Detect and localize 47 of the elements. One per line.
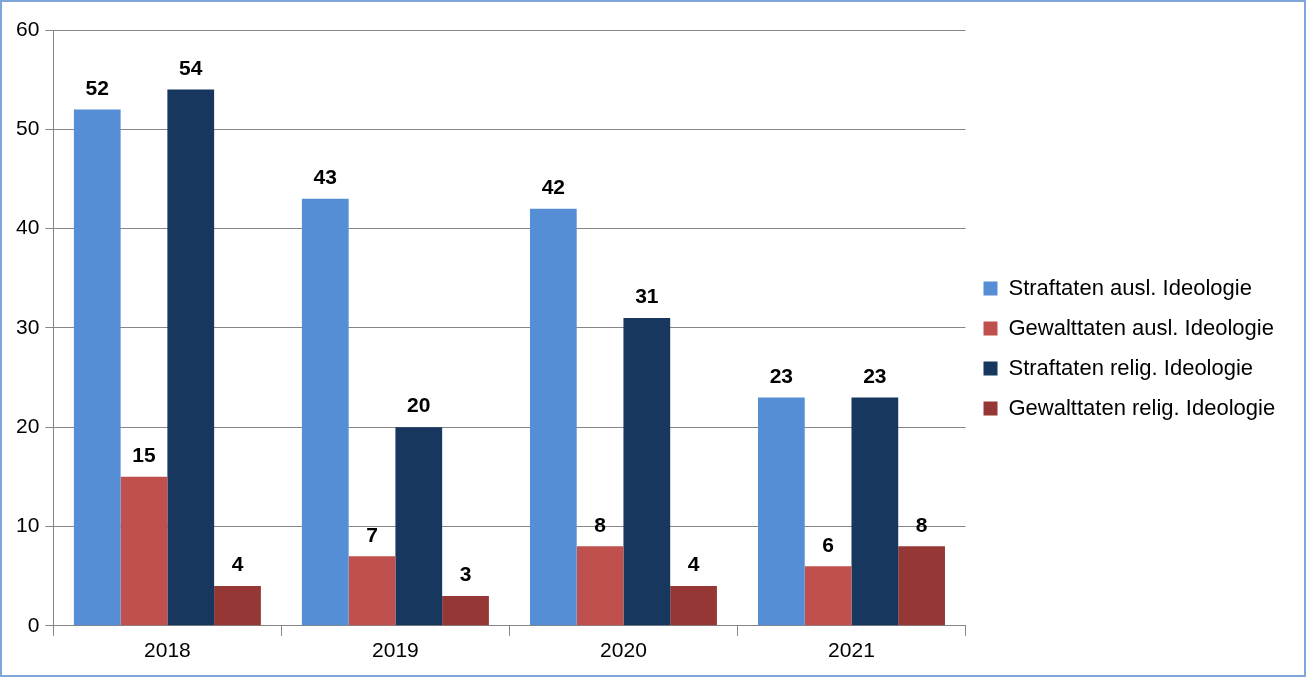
x-tick-label: 2021 bbox=[828, 638, 875, 662]
legend-label: Gewalttaten ausl. Ideologie bbox=[1008, 314, 1274, 340]
bar bbox=[348, 556, 396, 626]
bar bbox=[301, 198, 349, 626]
bar bbox=[576, 546, 624, 626]
data-label: 15 bbox=[132, 443, 156, 467]
bar bbox=[529, 208, 577, 626]
x-tick-label: 2018 bbox=[144, 638, 191, 662]
y-tick-label: 0 bbox=[27, 612, 40, 636]
bar bbox=[73, 109, 121, 626]
data-label: 43 bbox=[313, 165, 337, 189]
legend-label: Straftaten relig. Ideologie bbox=[1008, 354, 1254, 380]
bar bbox=[757, 397, 805, 626]
bar bbox=[804, 566, 852, 626]
data-label: 42 bbox=[541, 175, 566, 199]
legend-label: Straftaten ausl. Ideologie bbox=[1008, 274, 1252, 300]
bar bbox=[214, 586, 261, 626]
x-tick-label: 2020 bbox=[600, 638, 647, 662]
y-tick-label: 20 bbox=[16, 414, 40, 437]
data-label: 54 bbox=[179, 55, 203, 79]
y-tick-label: 30 bbox=[16, 314, 40, 338]
y-tick-label: 40 bbox=[16, 215, 40, 239]
bar bbox=[395, 427, 443, 626]
data-label: 3 bbox=[459, 562, 472, 586]
data-label: 31 bbox=[635, 284, 659, 308]
y-tick-label: 50 bbox=[16, 116, 40, 140]
legend-label: Gewalttaten relig. Ideologie bbox=[1008, 394, 1276, 420]
data-label: 20 bbox=[407, 393, 431, 417]
data-label: 8 bbox=[594, 512, 607, 536]
data-label: 23 bbox=[863, 363, 887, 387]
bar bbox=[670, 586, 717, 626]
bar bbox=[851, 397, 899, 626]
data-label: 4 bbox=[231, 552, 244, 576]
data-label: 4 bbox=[687, 552, 700, 576]
bar bbox=[898, 546, 945, 626]
data-label: 7 bbox=[366, 522, 378, 546]
data-label: 8 bbox=[915, 512, 928, 536]
bar bbox=[120, 476, 168, 626]
data-label: 6 bbox=[822, 532, 834, 556]
x-tick-label: 2019 bbox=[372, 638, 419, 662]
data-label: 52 bbox=[85, 75, 109, 99]
bar bbox=[623, 317, 671, 626]
bar bbox=[442, 596, 489, 626]
data-label: 23 bbox=[769, 363, 794, 387]
y-tick-label: 10 bbox=[16, 513, 40, 537]
bar bbox=[167, 89, 215, 626]
y-tick-label: 60 bbox=[16, 16, 40, 40]
